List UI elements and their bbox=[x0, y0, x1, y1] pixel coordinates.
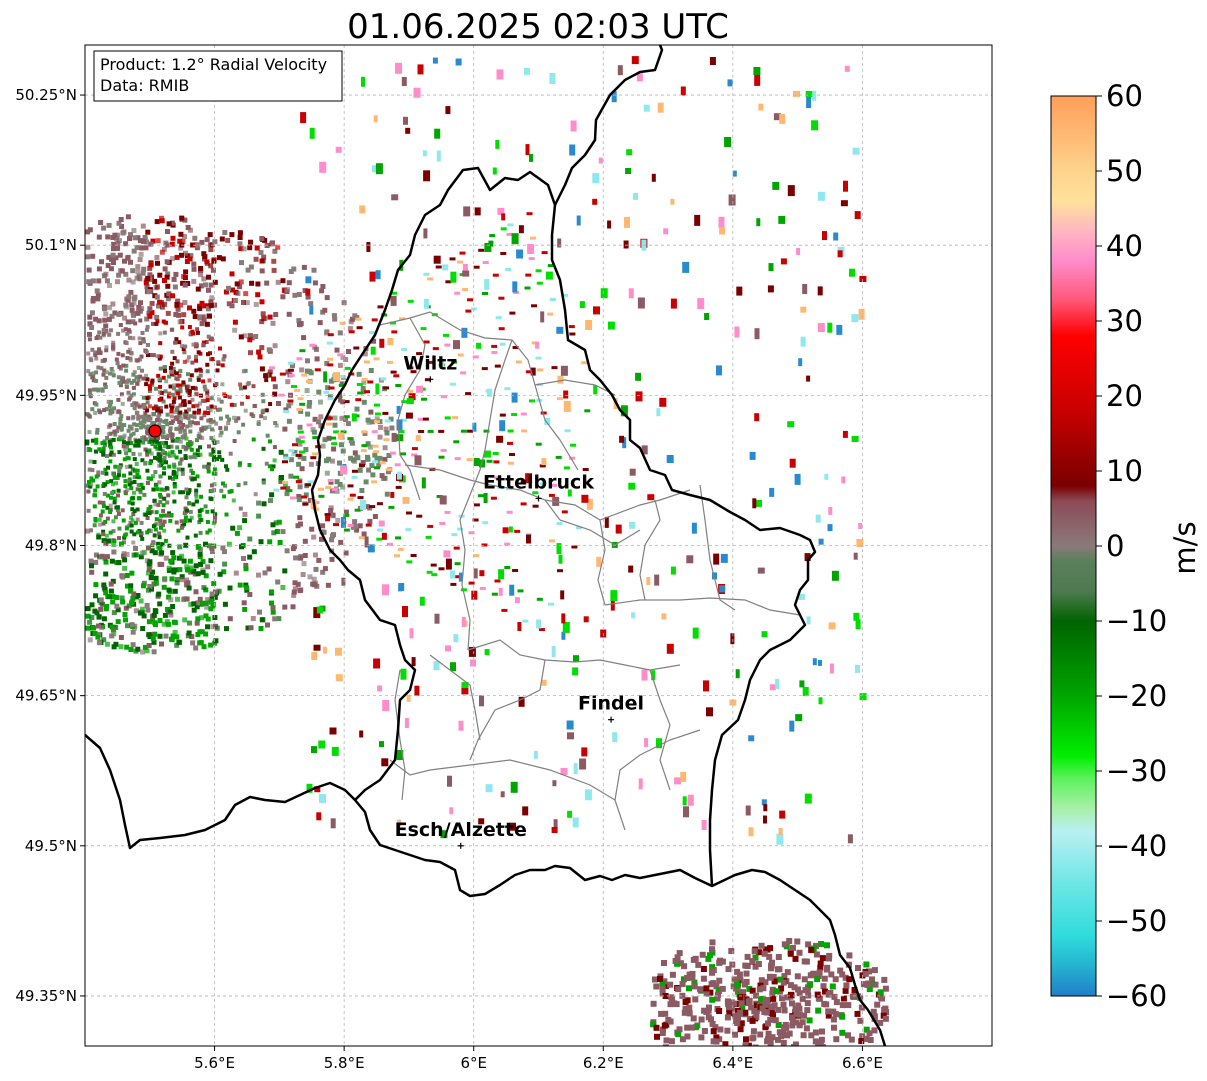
lat-tick-label: 49.95°N bbox=[15, 386, 77, 404]
lat-tick-label: 49.35°N bbox=[15, 987, 77, 1005]
colorbar-tick-label: 60 bbox=[1106, 79, 1143, 113]
longitude-axis: 5.6°E 5.8°E 6°E 6.2°E 6.4°E 6.6°E bbox=[194, 1046, 883, 1072]
colorbar-tick-label: −40 bbox=[1106, 829, 1167, 863]
city-markers: Wiltz Ettelbruck Findel Esch/Alzette bbox=[395, 352, 644, 849]
city-label: Wiltz bbox=[403, 352, 457, 374]
lat-tick-label: 49.65°N bbox=[15, 687, 77, 705]
city-label: Esch/Alzette bbox=[395, 819, 527, 841]
city-label: Findel bbox=[578, 693, 644, 715]
lon-tick-label: 6.4°E bbox=[712, 1054, 753, 1072]
colorbar-ticks: 60 50 40 30 20 10 0 −10 −20 −30 −40 −50 −60 bbox=[1096, 79, 1167, 1013]
radar-echoes bbox=[85, 56, 890, 1046]
lat-tick-label: 49.8°N bbox=[25, 537, 77, 555]
lon-tick-label: 6.6°E bbox=[842, 1054, 883, 1072]
lon-tick-label: 5.8°E bbox=[324, 1054, 365, 1072]
lat-tick-label: 50.25°N bbox=[15, 86, 77, 104]
colorbar-tick-label: −20 bbox=[1106, 679, 1167, 713]
colorbar-tick-label: 30 bbox=[1106, 304, 1143, 338]
colorbar-tick-label: −10 bbox=[1106, 604, 1167, 638]
info-box: Product: 1.2° Radial Velocity Data: RMIB bbox=[93, 50, 343, 102]
lon-tick-label: 6.2°E bbox=[583, 1054, 624, 1072]
colorbar-tick-label: −60 bbox=[1106, 979, 1167, 1013]
colorbar-tick-label: 0 bbox=[1106, 529, 1124, 563]
colorbar-tick-label: 40 bbox=[1106, 229, 1143, 263]
colorbar-tick-label: −50 bbox=[1106, 904, 1167, 938]
colorbar-tick-label: 10 bbox=[1106, 454, 1143, 488]
lon-tick-label: 5.6°E bbox=[194, 1054, 235, 1072]
info-data-source: Data: RMIB bbox=[100, 76, 189, 95]
map-title: 01.06.2025 02:03 UTC bbox=[347, 7, 729, 47]
colorbar-unit-label: m/s bbox=[1168, 521, 1202, 574]
latitude-axis: 50.25°N 50.1°N 49.95°N 49.8°N 49.65°N 49.5°N 4… bbox=[15, 86, 85, 1005]
canton-borders bbox=[379, 311, 801, 831]
radar-site-marker[interactable] bbox=[148, 424, 162, 438]
country-borders bbox=[85, 45, 887, 1046]
lat-tick-label: 49.5°N bbox=[25, 837, 77, 855]
colorbar-tick-label: −30 bbox=[1106, 754, 1167, 788]
info-product: Product: 1.2° Radial Velocity bbox=[100, 55, 327, 74]
colorbar-tick-label: 50 bbox=[1106, 154, 1143, 188]
colorbar: 60 50 40 30 20 10 0 −10 −20 −30 −40 −50 −60 m/s bbox=[1050, 79, 1202, 1013]
colorbar-tick-label: 20 bbox=[1106, 379, 1143, 413]
city-label: Ettelbruck bbox=[483, 471, 594, 493]
lat-tick-label: 50.1°N bbox=[25, 236, 77, 254]
lon-tick-label: 6°E bbox=[460, 1054, 487, 1072]
colorbar-gradient bbox=[1050, 95, 1097, 997]
